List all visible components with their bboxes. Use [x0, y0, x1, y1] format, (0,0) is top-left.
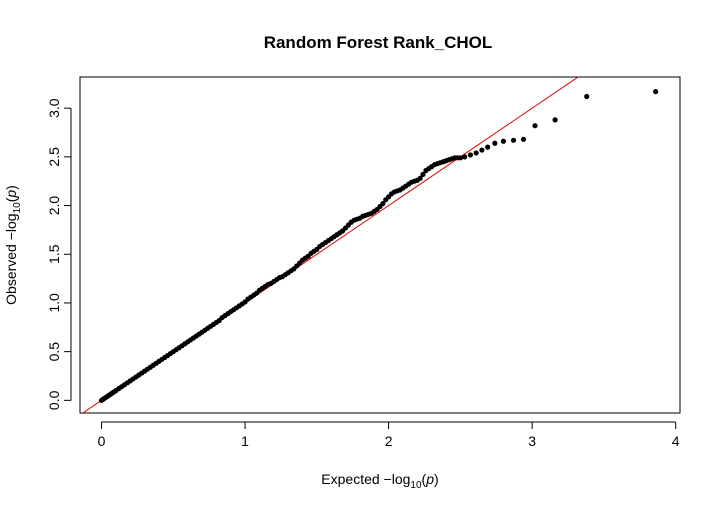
y-tick-label: 0.5 [46, 342, 62, 362]
y-axis-label-close: ) [3, 185, 19, 190]
data-point [462, 154, 468, 160]
x-axis-label-prefix: Expected −log [321, 471, 410, 487]
x-tick-label: 3 [528, 433, 536, 449]
data-point [652, 89, 659, 95]
x-tick-label: 4 [672, 433, 680, 449]
data-point [479, 147, 485, 153]
x-tick-label: 1 [241, 433, 249, 449]
data-point [467, 152, 474, 158]
y-tick-label: 1.0 [46, 293, 62, 313]
data-point [510, 137, 517, 143]
y-axis-label-open: ( [3, 197, 19, 202]
y-axis-label-var: p [3, 190, 19, 199]
x-axis-label: Expected −log10(p) [321, 471, 438, 491]
data-point [473, 150, 479, 156]
x-axis-label-close: ) [434, 471, 439, 487]
x-axis: 0 1 2 3 4 [98, 421, 680, 449]
y-axis-label-prefix: Observed −log [3, 213, 19, 304]
points-layer [98, 89, 659, 403]
data-point [485, 144, 491, 150]
data-point [520, 136, 527, 142]
y-axis: 0.0 0.5 1.0 1.5 2.0 2.5 3.0 [46, 98, 72, 410]
x-tick-label: 2 [385, 433, 393, 449]
data-point [417, 175, 423, 181]
y-tick-label: 1.5 [46, 244, 62, 264]
x-axis-label-subscript: 10 [410, 480, 422, 491]
y-axis-label-subscript: 10 [12, 202, 23, 214]
data-point [500, 138, 507, 144]
data-point [380, 201, 386, 207]
x-axis-label-open: ( [422, 471, 427, 487]
data-point [584, 93, 590, 100]
data-point [420, 171, 426, 177]
y-tick-label: 0.0 [46, 390, 62, 410]
y-tick-label: 3.0 [46, 98, 62, 118]
data-point [457, 155, 463, 161]
data-point [492, 140, 498, 146]
y-tick-label: 2.5 [46, 147, 62, 167]
data-point [532, 123, 538, 129]
plot-frame [79, 76, 681, 414]
y-tick-label: 2.0 [46, 196, 62, 216]
y-axis-label: Observed −log10(p) [3, 185, 23, 305]
x-tick-label: 0 [98, 433, 106, 449]
chart-title: Random Forest Rank_CHOL [264, 33, 493, 52]
data-point [552, 117, 558, 123]
x-axis-label-var: p [425, 471, 434, 487]
